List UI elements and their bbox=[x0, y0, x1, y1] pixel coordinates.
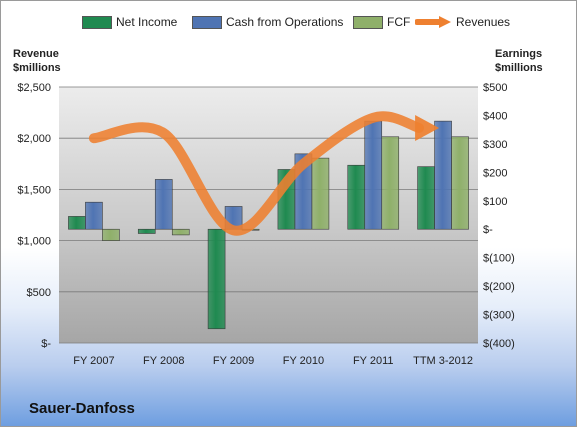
bar-net-income bbox=[68, 216, 86, 230]
category-label: FY 2007 bbox=[73, 355, 114, 367]
right-tick-label: $100 bbox=[483, 196, 507, 208]
bar-fcf bbox=[171, 228, 190, 236]
legend-fcf-swatch bbox=[353, 15, 383, 29]
right-tick-label: $300 bbox=[483, 139, 507, 151]
legend-fcf-label: FCF bbox=[387, 15, 411, 29]
left-axis-title-line-1: Revenue bbox=[13, 48, 59, 60]
legend-fcf: FCF bbox=[353, 15, 410, 29]
chart-svg: $- $500 $1,000 $1,500 $2,000 $2,500 $(400) $(30… bbox=[17, 82, 515, 367]
bar-net-income bbox=[207, 228, 226, 330]
right-tick-label: $500 bbox=[483, 82, 507, 94]
left-axis-title-line-2: $millions bbox=[13, 62, 61, 74]
bar-cash-from-operations bbox=[434, 120, 452, 230]
category-label: FY 2010 bbox=[283, 355, 324, 367]
left-tick-label: $500 bbox=[27, 287, 51, 299]
company-name: Sauer-Danfoss bbox=[29, 400, 135, 417]
revenues-line bbox=[88, 111, 425, 236]
bar-fcf bbox=[381, 136, 400, 230]
bar-cash-from-operations bbox=[85, 201, 103, 230]
bar-fcf bbox=[451, 136, 469, 230]
chart-legend: Net Income Cash from Operations FCF Reve… bbox=[1, 15, 577, 35]
left-tick-label: $1,000 bbox=[17, 236, 51, 248]
right-tick-label: $(300) bbox=[483, 310, 515, 322]
right-tick-label: $(200) bbox=[483, 281, 515, 293]
bar-cash-from-operations bbox=[154, 179, 173, 230]
legend-net-income-swatch bbox=[82, 15, 112, 29]
right-tick-label: $(400) bbox=[483, 338, 515, 350]
category-label: TTM 3-2012 bbox=[413, 355, 473, 367]
legend-net-income-label: Net Income bbox=[116, 15, 178, 29]
legend-revenues-arrow-icon bbox=[415, 16, 451, 28]
left-tick-label: $2,500 bbox=[17, 82, 51, 94]
right-tick-label: $400 bbox=[483, 110, 507, 122]
right-axis-title-line-2: $millions bbox=[495, 62, 543, 74]
bar-fcf bbox=[102, 228, 120, 241]
right-tick-label: $200 bbox=[483, 167, 507, 179]
legend-net-income: Net Income bbox=[82, 15, 177, 29]
bar-fcf bbox=[311, 157, 330, 230]
right-axis-title: Earnings $millions bbox=[495, 47, 543, 75]
legend-cash-from-operations: Cash from Operations bbox=[192, 15, 343, 29]
revenues-arrowhead bbox=[415, 114, 440, 141]
bar-net-income bbox=[417, 166, 435, 230]
bar-cash-from-operations bbox=[364, 120, 383, 230]
bar-net-income bbox=[347, 164, 366, 230]
legend-cash-label: Cash from Operations bbox=[226, 15, 344, 29]
legend-revenues-label: Revenues bbox=[456, 15, 511, 29]
category-label: FY 2008 bbox=[143, 355, 184, 367]
bar-net-income bbox=[137, 228, 156, 234]
legend-cash-swatch bbox=[192, 15, 222, 29]
left-tick-label: $2,000 bbox=[17, 133, 51, 145]
right-tick-label: $- bbox=[483, 224, 493, 236]
left-tick-label: $1,500 bbox=[17, 184, 51, 196]
category-label: FY 2009 bbox=[213, 355, 254, 367]
left-tick-label: $- bbox=[41, 338, 51, 350]
right-tick-label: $(100) bbox=[483, 253, 515, 265]
left-axis-title: Revenue $millions bbox=[13, 47, 61, 75]
legend-revenues: Revenues bbox=[415, 15, 510, 29]
right-axis-title-line-1: Earnings bbox=[495, 48, 543, 60]
category-label: FY 2011 bbox=[353, 355, 394, 367]
